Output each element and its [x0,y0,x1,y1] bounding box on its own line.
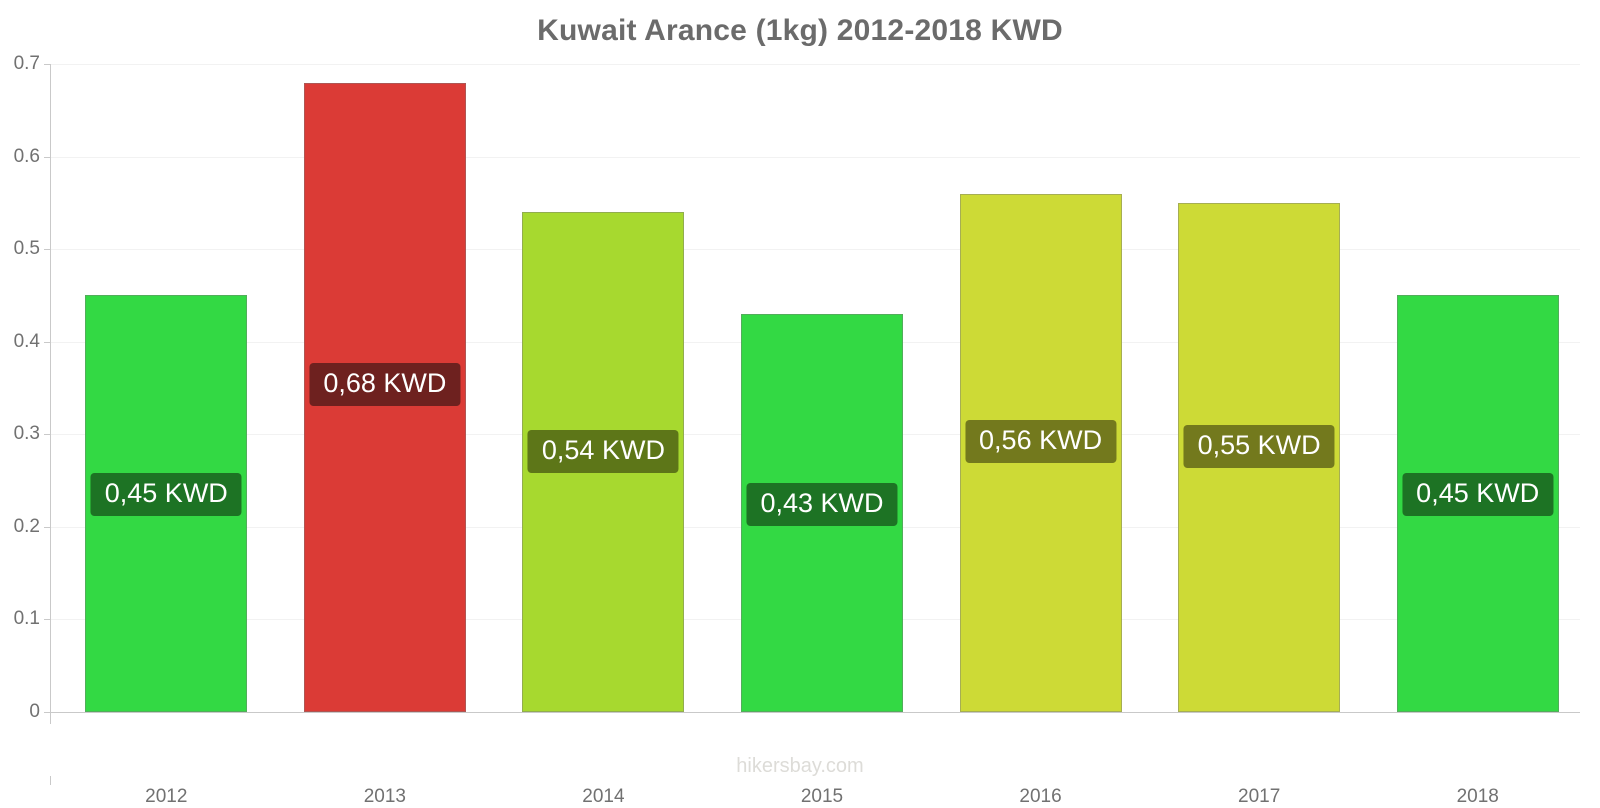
x-axis-tick-label-2012: 2012 [145,786,188,807]
y-axis-tick-mark [44,156,51,158]
y-axis-tick-label: 0.1 [13,608,40,630]
bar-2012[interactable]: 0,45 KWD [85,295,248,712]
bar-2013[interactable]: 0,68 KWD [303,82,466,712]
bar-value-label-2013: 0,68 KWD [309,362,461,406]
bar-2016[interactable]: 0,56 KWD [959,193,1122,712]
gridline [50,712,1580,713]
x-axis-tick-label-2014: 2014 [582,786,625,807]
y-axis-tick-mark [44,64,51,65]
y-axis-tick-label: 0.7 [13,53,40,74]
plot-area: 0 0.1 0.2 0.3 0.4 0.5 0.6 0.7 0,45 KWD 0,68 KWD 0… [14,53,1580,807]
bar-value-label-2015: 0,43 KWD [746,483,898,527]
footer-credit: hikersbay.com [736,755,864,777]
chart-title: Kuwait Arance (1kg) 2012-2018 KWD [537,14,1063,47]
gridline [50,64,1580,65]
y-axis-tick-label: 0.3 [13,423,40,445]
bar-value-label-2016: 0,56 KWD [965,420,1117,464]
bar-value-label-2018: 0,45 KWD [1402,473,1554,517]
x-axis-tick-label-2016: 2016 [1019,786,1062,807]
bar-2018[interactable]: 0,45 KWD [1396,295,1559,712]
y-axis-tick-mark [44,341,51,343]
y-axis-tick-mark [44,712,51,713]
x-axis-tick-label-2015: 2015 [800,786,844,807]
y-axis-tick-label: 0.2 [13,515,40,537]
y-axis-tick-label: 0.5 [13,238,40,260]
y-axis-tick-mark [44,249,51,251]
bar-2014[interactable]: 0,54 KWD [522,212,685,712]
y-axis-tick-mark [44,526,51,528]
y-axis-tick-label: 0 [29,701,40,722]
x-axis-tick-label-2018: 2018 [1456,786,1499,807]
y-axis-tick-label: 0.4 [13,330,40,352]
y-axis-tick-mark [44,619,51,621]
gridline [50,156,1580,158]
x-axis-origin-tick [50,776,51,785]
gridline [50,249,1580,251]
x-axis-tick-label-2017: 2017 [1238,786,1281,807]
bar-2015[interactable]: 0,43 KWD [741,313,903,712]
bar-value-label-2017: 0,55 KWD [1183,425,1335,469]
y-axis-line [50,64,51,724]
y-axis-tick-mark [44,434,51,436]
bar-2017[interactable]: 0,55 KWD [1178,202,1341,712]
bar-value-label-2012: 0,45 KWD [90,473,242,517]
y-axis-tick-label: 0.6 [13,145,40,167]
x-axis-tick-label-2013: 2013 [363,786,406,807]
bar-value-label-2014: 0,54 KWD [527,430,679,474]
